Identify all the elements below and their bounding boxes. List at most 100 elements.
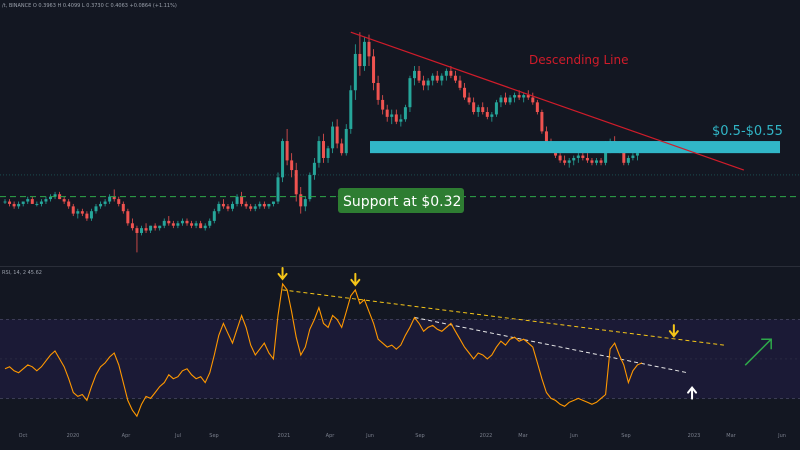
candle-body — [294, 170, 298, 195]
candle-body — [258, 203, 262, 207]
candle-body — [485, 112, 489, 117]
rsi-peak-arrow — [277, 266, 288, 281]
candle-body — [308, 174, 312, 200]
candle-body — [140, 228, 143, 233]
candle-body — [481, 107, 485, 113]
candle-body — [199, 223, 203, 229]
candle-body — [572, 157, 576, 161]
candle-body — [508, 97, 512, 103]
candle-body — [121, 203, 125, 212]
candle-body — [540, 112, 544, 132]
candle-body — [8, 201, 12, 204]
candle-body — [444, 70, 448, 76]
candle-body — [67, 201, 71, 207]
candle-body — [535, 102, 539, 113]
descending-line — [350, 31, 745, 171]
candle-body — [522, 95, 526, 98]
candle-body — [385, 109, 389, 117]
candle-body — [394, 114, 398, 122]
candle-body — [253, 206, 257, 209]
candle-body — [367, 41, 371, 57]
candle-body — [162, 220, 166, 226]
candle-body — [344, 128, 348, 154]
candle-body — [208, 220, 212, 226]
candle-body — [235, 196, 239, 204]
candle-body — [194, 223, 198, 226]
time-axis-tick: Sep — [415, 433, 424, 439]
descending-line-label: Descending Line — [529, 53, 628, 67]
candle-body — [240, 196, 244, 204]
candle-body — [185, 220, 189, 224]
time-axis-tick: 2020 — [67, 433, 80, 439]
candle-body — [35, 203, 39, 205]
candle-body — [44, 199, 48, 202]
candle-body — [494, 102, 498, 115]
resistance-zone-label: $0.5-$0.55 — [712, 124, 783, 139]
candles-layer — [0, 32, 800, 253]
pane-separator[interactable] — [0, 266, 800, 267]
time-axis-tick: Jun — [569, 433, 578, 439]
candle-body — [422, 80, 426, 86]
annotations-layer: $0.5-$0.55 Support at $0.32 Descending Lin… — [0, 31, 800, 213]
candle-body — [567, 160, 571, 163]
candle-body — [531, 97, 535, 103]
support-label: Support at $0.32 — [343, 194, 461, 210]
time-axis-tick: Sep — [209, 433, 218, 439]
candle-body — [513, 95, 517, 98]
candle-body — [99, 203, 103, 207]
candle-body — [167, 220, 171, 224]
candle-body — [144, 228, 148, 231]
candle-body — [372, 56, 376, 83]
candle-body — [335, 126, 339, 144]
candle-body — [563, 160, 567, 163]
candle-body — [212, 211, 216, 221]
candle-body — [3, 201, 7, 203]
candle-body — [21, 201, 25, 204]
candle-body — [267, 203, 271, 207]
rsi-band-layer — [0, 319, 800, 399]
candle-body — [472, 102, 476, 113]
candle-body — [417, 70, 421, 81]
ohlc-readout: O 0.3963 H 0.4099 L 0.3730 C 0.4063 +0.0… — [32, 3, 177, 9]
time-axis-tick: Oct — [19, 433, 28, 439]
candle-body — [340, 143, 344, 154]
candle-body — [153, 225, 157, 229]
price-header: /t, BINANCE O 0.3963 H 0.4099 L 0.3730 C… — [2, 3, 177, 9]
candle-body — [271, 201, 275, 204]
candle-body — [53, 194, 57, 197]
candle-body — [171, 223, 175, 226]
candle-body — [362, 41, 366, 67]
time-axis-layer: Oct 2020 Apr Jul Sep 2021 Apr Jun Sep 2022 Mar Jun S… — [19, 433, 786, 439]
candle-body — [285, 141, 289, 161]
candle-body — [71, 206, 75, 214]
candle-body — [89, 211, 93, 219]
candle-body — [190, 223, 194, 226]
candle-body — [17, 203, 21, 207]
time-axis-tick: 2021 — [278, 433, 291, 439]
candle-body — [558, 155, 562, 161]
symbol-label: /t, BINANCE — [2, 3, 32, 9]
candle-body — [221, 203, 225, 207]
candle-body — [526, 95, 530, 98]
candle-body — [299, 194, 303, 207]
rsi-readout: RSI, 14, 2 45.62 — [2, 270, 42, 276]
candle-body — [80, 211, 84, 214]
candle-body — [435, 75, 439, 81]
trend-up-arrow — [744, 338, 772, 366]
candle-body — [544, 131, 548, 144]
candle-body — [413, 70, 416, 79]
candle-body — [631, 155, 635, 158]
time-axis-tick: 2022 — [480, 433, 493, 439]
candle-body — [249, 206, 253, 209]
candle-body — [476, 107, 480, 113]
candle-body — [463, 87, 467, 98]
candle-body — [453, 75, 457, 81]
candle-body — [12, 203, 16, 207]
time-axis-tick: 2023 — [688, 433, 701, 439]
candle-body — [322, 141, 325, 158]
rsi-peak-arrow — [350, 272, 361, 287]
candle-body — [326, 148, 330, 158]
candle-body — [353, 53, 357, 91]
candle-body — [390, 114, 394, 117]
